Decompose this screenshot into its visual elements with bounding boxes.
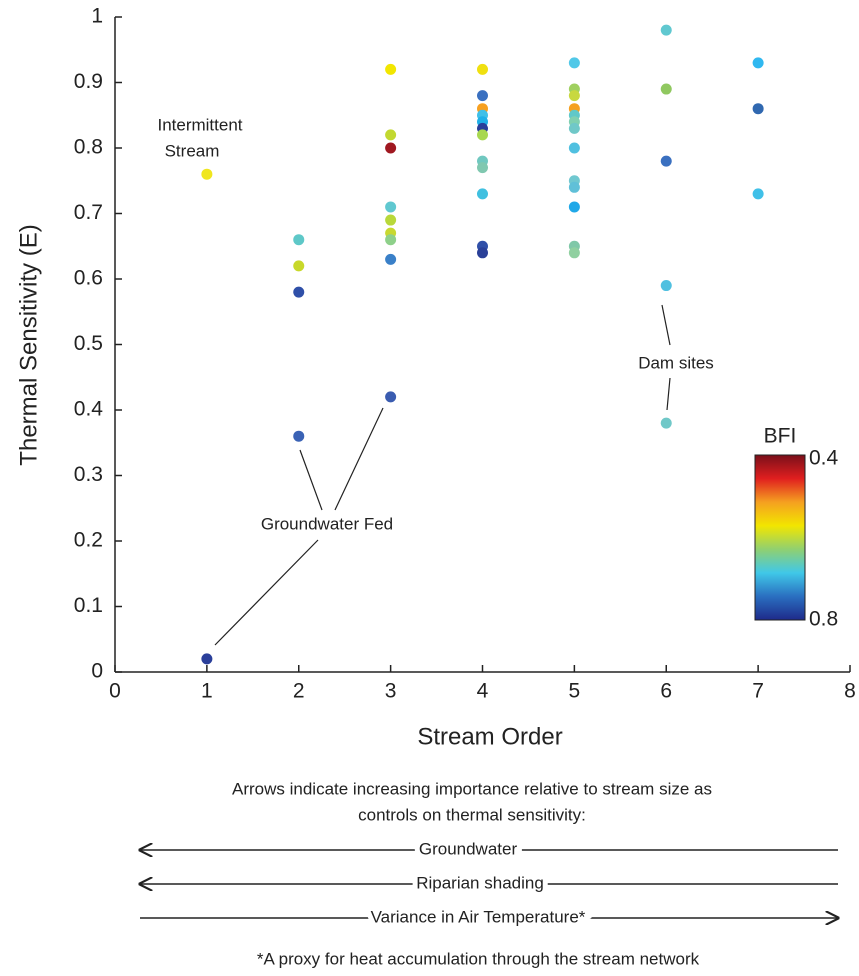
- y-tick-label: 0.3: [74, 463, 103, 486]
- point: [293, 234, 305, 246]
- point: [477, 129, 488, 141]
- y-tick-label: 0.5: [74, 332, 103, 355]
- point: [477, 162, 488, 174]
- colorbar-title: BFI: [764, 425, 797, 448]
- point: [660, 417, 672, 429]
- point: [568, 57, 580, 69]
- arrow-label: Riparian shading: [416, 873, 544, 892]
- point: [660, 24, 672, 36]
- x-tick-label: 6: [660, 680, 672, 703]
- x-tick-label: 4: [477, 680, 489, 703]
- y-tick-label: 0.8: [74, 136, 103, 159]
- annotation: Groundwater Fed: [261, 514, 393, 533]
- point: [293, 286, 305, 298]
- point: [385, 201, 397, 213]
- point: [752, 57, 764, 69]
- point: [568, 122, 580, 134]
- point: [201, 168, 213, 180]
- x-tick-label: 0: [109, 680, 121, 703]
- y-tick-label: 0.7: [74, 201, 103, 224]
- x-tick-label: 8: [844, 680, 856, 703]
- point: [660, 83, 672, 95]
- y-tick-label: 0.6: [74, 267, 103, 290]
- point: [477, 247, 488, 259]
- arrow-label: Variance in Air Temperature*: [371, 907, 586, 926]
- point: [752, 103, 764, 115]
- x-tick-label: 5: [569, 680, 581, 703]
- arrow-label: Groundwater: [419, 839, 518, 858]
- x-tick-label: 3: [385, 680, 397, 703]
- point: [568, 201, 580, 213]
- point: [568, 90, 580, 102]
- point: [477, 63, 488, 75]
- x-tick-label: 2: [293, 680, 305, 703]
- point: [201, 653, 213, 665]
- point: [660, 280, 672, 292]
- colorbar: [754, 454, 806, 621]
- y-axis-label: Thermal Sensitivity (E): [15, 224, 42, 465]
- x-axis-label: Stream Order: [417, 723, 562, 750]
- annotation: Stream: [165, 141, 220, 160]
- point: [385, 391, 397, 403]
- point: [568, 247, 580, 259]
- point: [293, 260, 305, 272]
- y-tick-label: 0.4: [74, 398, 104, 421]
- colorbar-tick-label: 0.8: [809, 608, 838, 631]
- annotation: Dam sites: [638, 353, 714, 372]
- colorbar-tick-label: 0.4: [809, 447, 839, 470]
- annotation: Intermittent: [157, 115, 242, 134]
- y-tick-label: 0: [91, 660, 103, 683]
- point: [477, 90, 488, 102]
- y-tick-label: 0.9: [74, 70, 103, 93]
- y-tick-label: 1: [91, 5, 103, 28]
- point: [568, 181, 580, 193]
- point: [660, 155, 672, 167]
- point: [568, 142, 580, 154]
- point: [385, 63, 397, 75]
- point: [385, 253, 397, 265]
- x-tick-label: 1: [201, 680, 213, 703]
- point: [293, 430, 305, 442]
- caption: Arrows indicate increasing importance re…: [232, 779, 712, 798]
- point: [752, 188, 764, 200]
- leader-lines: [214, 304, 671, 646]
- y-tick-label: 0.2: [74, 529, 103, 552]
- caption: controls on thermal sensitivity:: [358, 805, 586, 824]
- point: [385, 129, 397, 141]
- point: [477, 188, 488, 200]
- point: [385, 234, 397, 246]
- x-tick-label: 7: [752, 680, 764, 703]
- point: [385, 142, 397, 154]
- point: [385, 214, 397, 226]
- y-tick-label: 0.1: [74, 594, 103, 617]
- footnote: *A proxy for heat accumulation through t…: [257, 949, 700, 968]
